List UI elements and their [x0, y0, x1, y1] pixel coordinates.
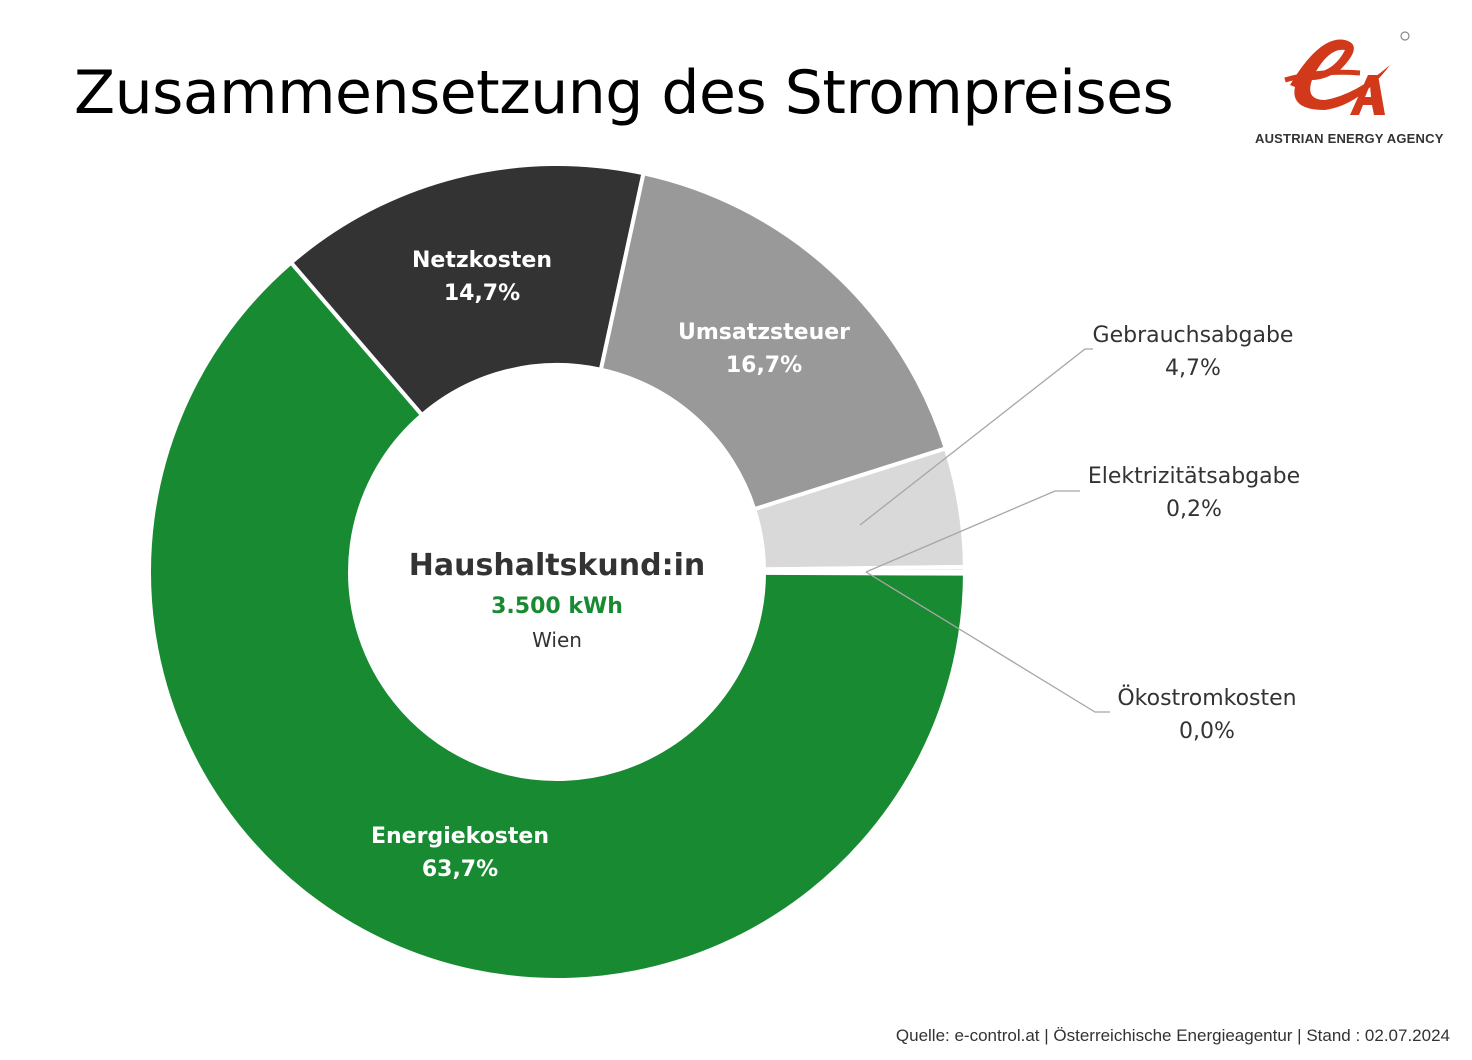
slice-value-4: 4,7%	[1165, 356, 1221, 381]
center-location: Wien	[532, 628, 582, 652]
slice-label-3: Umsatzsteuer	[678, 320, 850, 345]
slice-label-4: Gebrauchsabgabe	[1093, 323, 1294, 348]
slice-value-5: 0,2%	[1166, 497, 1222, 522]
slice-label-6: Ökostromkosten	[1117, 685, 1296, 711]
leader-line-5	[865, 490, 1080, 573]
slice-label-1: Energiekosten	[371, 824, 549, 849]
chart-title: Zusammensetzung des Strompreises	[74, 58, 1174, 128]
logo-text: AUSTRIAN ENERGY AGENCY	[1255, 131, 1444, 146]
center-title: Haushaltskund:in	[408, 548, 706, 583]
leader-line-6	[865, 571, 1110, 713]
slice-label-5: Elektrizitätsabgabe	[1088, 464, 1300, 489]
slice-value-2: 14,7%	[444, 281, 520, 306]
austrian-energy-agency-logo	[1284, 31, 1410, 115]
slice-value-3: 16,7%	[726, 353, 802, 378]
slice-ökostromkosten	[761, 570, 968, 576]
slice-label-2: Netzkosten	[412, 248, 552, 273]
leader-line-4	[859, 348, 1093, 526]
center-consumption: 3.500 kWh	[491, 594, 623, 619]
slice-umsatzsteuer	[598, 170, 949, 512]
slice-energiekosten	[147, 259, 968, 982]
slice-value-1: 63,7%	[422, 857, 498, 882]
source-footer: Quelle: e-control.at | Österreichische E…	[895, 1026, 1450, 1045]
slice-netzkosten	[288, 162, 646, 418]
slice-value-6: 0,0%	[1179, 719, 1235, 744]
